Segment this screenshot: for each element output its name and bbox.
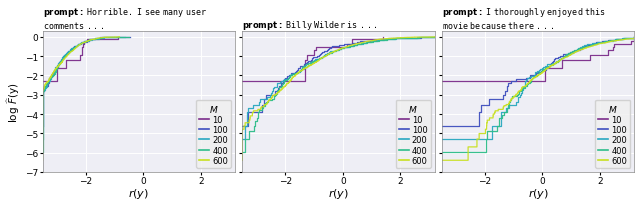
X-axis label: $r(y)$: $r(y)$ xyxy=(328,187,349,200)
Y-axis label: log $\widehat{F}$(y): log $\widehat{F}$(y) xyxy=(6,82,22,122)
Text: $\mathtt{\bf{prompt:}}$ $\mathtt{I\ thoroughly\ enjoyed\ this}$
$\mathtt{movie\ : $\mathtt{\bf{prompt:}}$ $\mathtt{I\ thor… xyxy=(442,6,606,31)
X-axis label: $r(y)$: $r(y)$ xyxy=(527,187,548,200)
Text: $\mathtt{\bf{prompt:}}$ $\mathtt{Billy\ Wilder\ is\ ...}$: $\mathtt{\bf{prompt:}}$ $\mathtt{Billy\ … xyxy=(242,19,378,32)
Text: $\mathtt{\bf{prompt:}}$ $\mathtt{Horrible.\ I\ see\ many\ user}$
$\mathtt{commen: $\mathtt{\bf{prompt:}}$ $\mathtt{Horribl… xyxy=(42,6,207,31)
Legend: 10, 100, 200, 400, 600: 10, 100, 200, 400, 600 xyxy=(196,100,231,168)
X-axis label: $r(y)$: $r(y)$ xyxy=(129,187,149,200)
Legend: 10, 100, 200, 400, 600: 10, 100, 200, 400, 600 xyxy=(595,100,630,168)
Legend: 10, 100, 200, 400, 600: 10, 100, 200, 400, 600 xyxy=(396,100,431,168)
